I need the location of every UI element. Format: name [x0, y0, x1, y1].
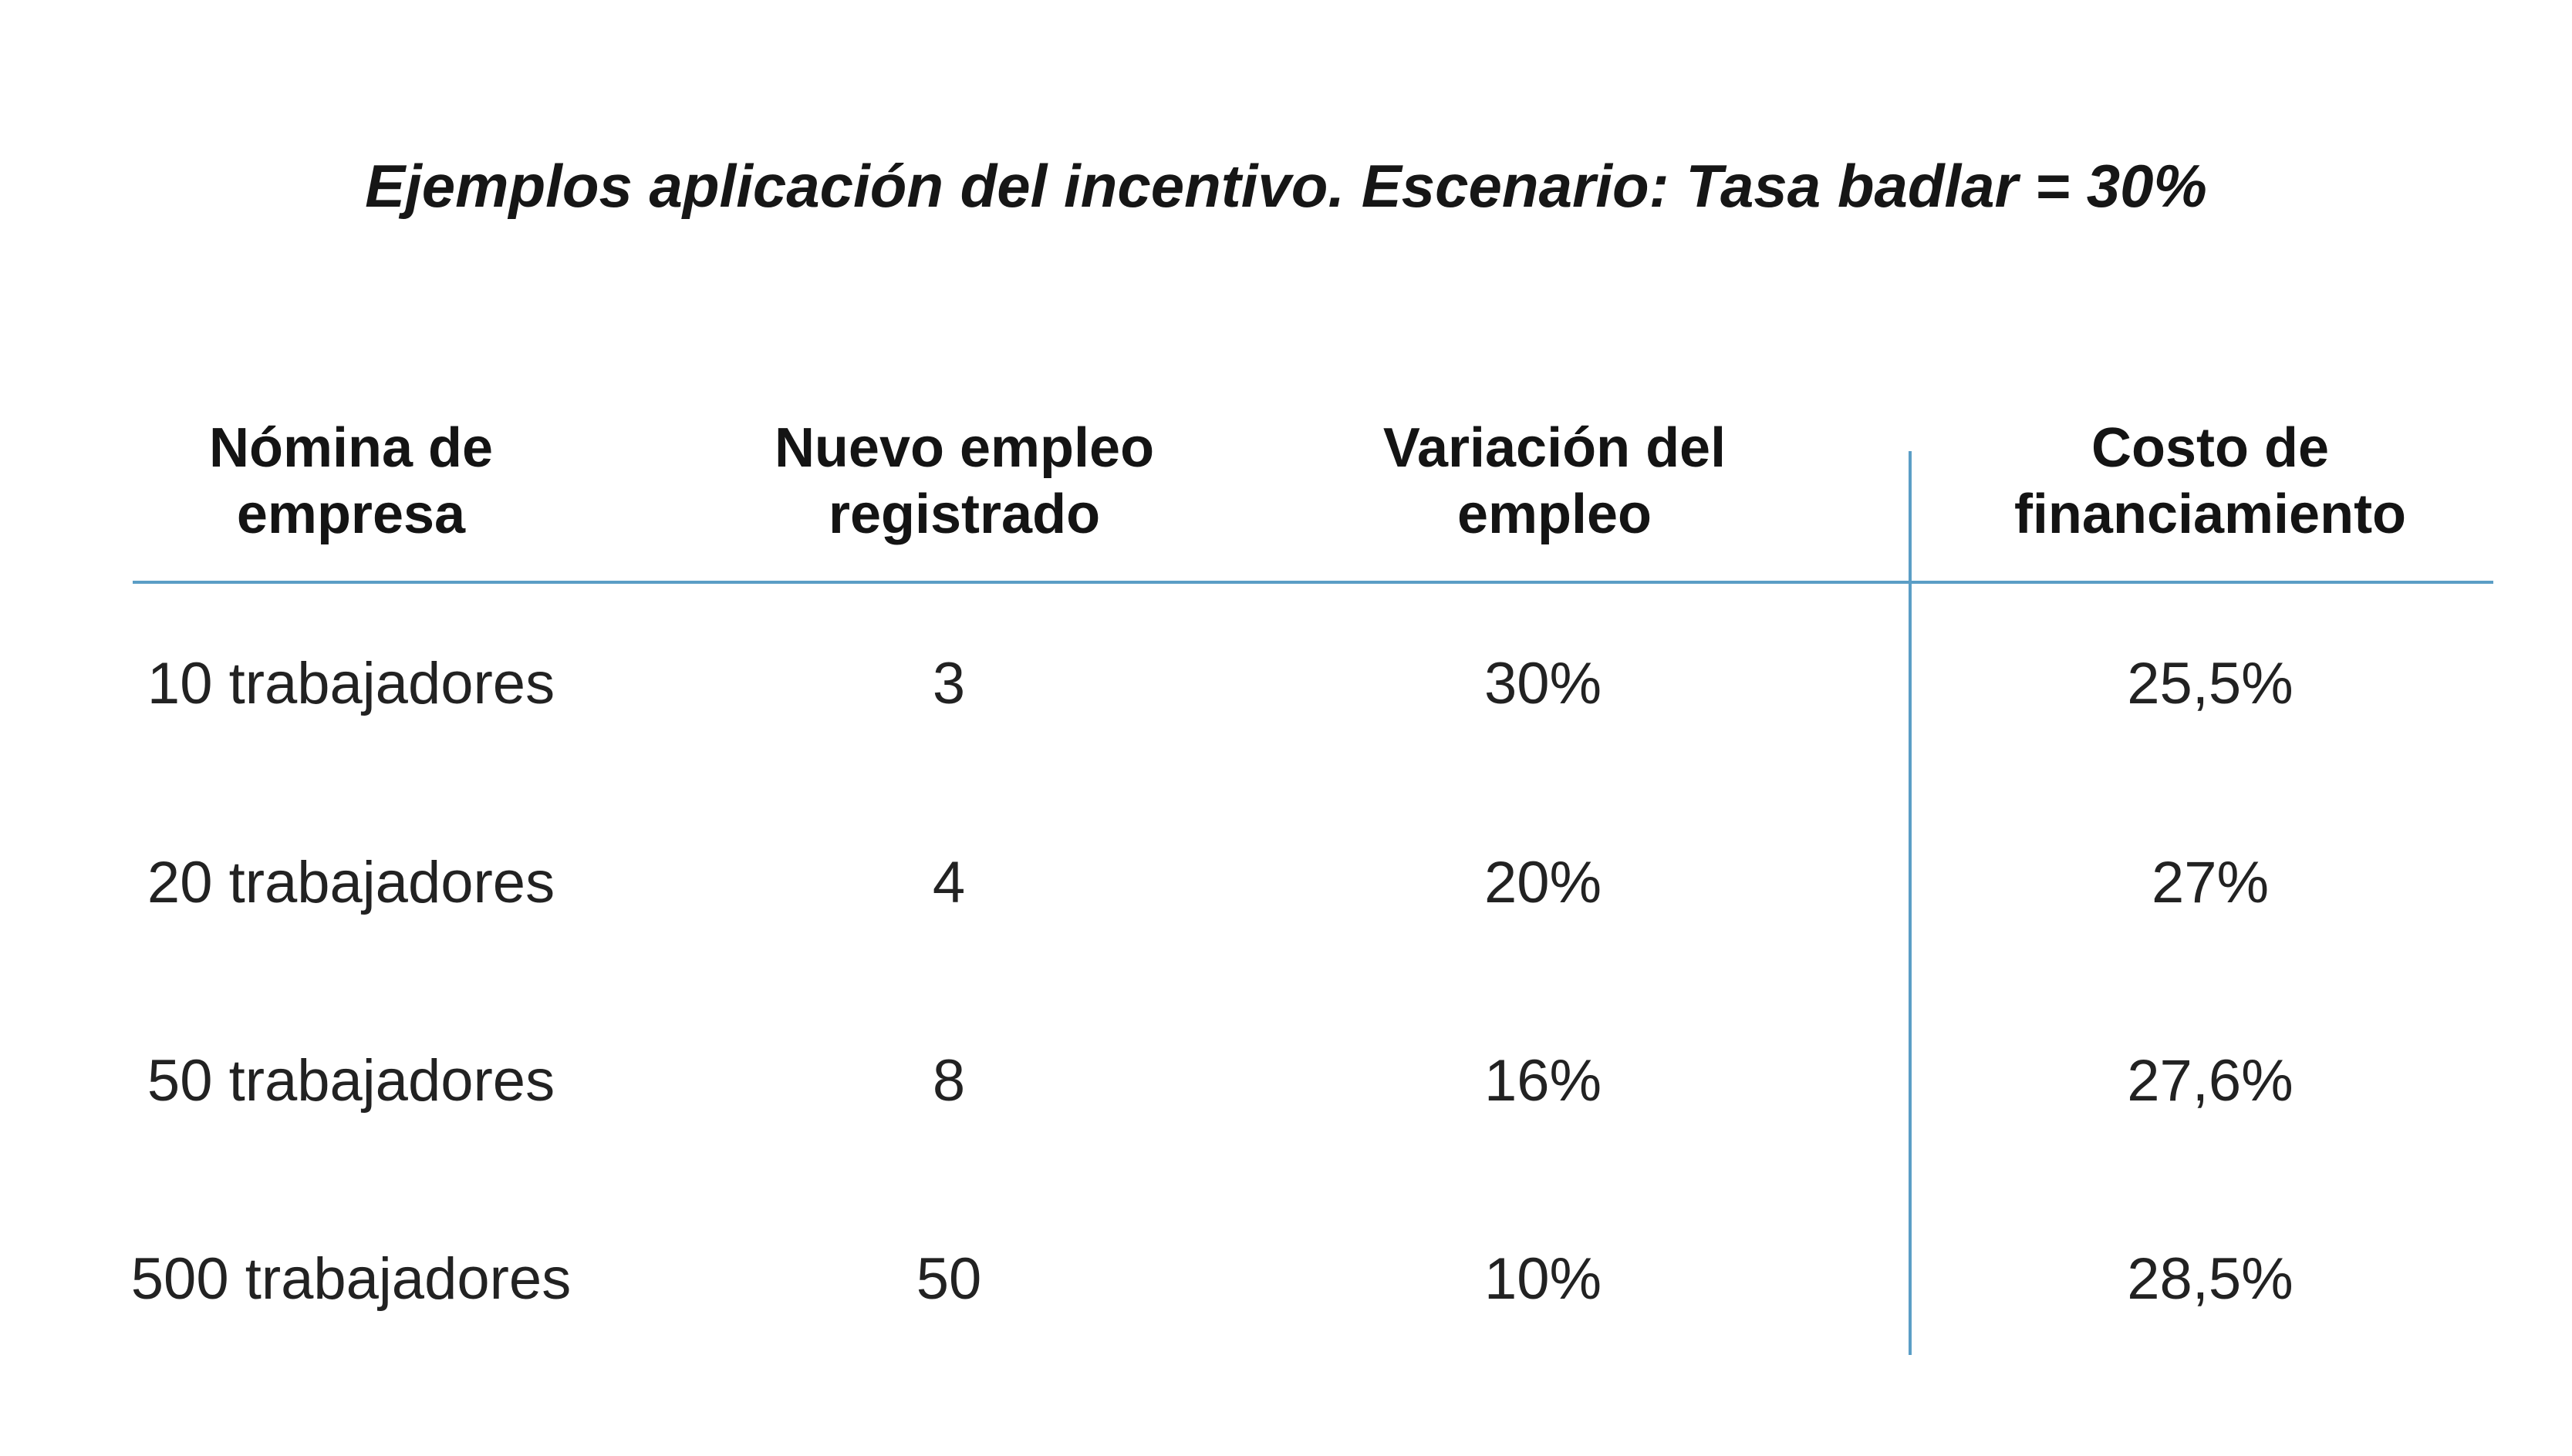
- cell-nomina: 10 trabajadores: [147, 651, 555, 716]
- cell-nuevo-empleo: 50: [916, 1246, 982, 1312]
- cell-variacion: 30%: [1483, 651, 1602, 716]
- header-divider: [133, 581, 2493, 584]
- header-nuevo-empleo: Nuevo empleo registrado: [774, 417, 1155, 545]
- slide-title: Ejemplos aplicación del incentivo. Escen…: [365, 152, 2207, 220]
- column-divider: [1909, 451, 1912, 1355]
- cell-nuevo-empleo: 3: [932, 651, 966, 716]
- cell-costo: 27%: [2151, 850, 2270, 915]
- cell-nuevo-empleo: 8: [932, 1048, 966, 1114]
- header-nomina: Nómina de empresa: [208, 417, 494, 545]
- cell-nomina: 20 trabajadores: [147, 850, 555, 915]
- cell-costo: 25,5%: [2127, 651, 2294, 716]
- cell-nomina: 500 trabajadores: [130, 1246, 572, 1312]
- cell-variacion: 10%: [1483, 1246, 1602, 1312]
- cell-nuevo-empleo: 4: [932, 850, 966, 915]
- cell-nomina: 50 trabajadores: [147, 1048, 555, 1114]
- cell-costo: 28,5%: [2127, 1246, 2294, 1312]
- cell-variacion: 16%: [1483, 1048, 1602, 1114]
- cell-costo: 27,6%: [2127, 1048, 2294, 1114]
- cell-variacion: 20%: [1483, 850, 1602, 915]
- header-costo: Costo de financiamiento: [2013, 417, 2407, 545]
- header-variacion: Variación del empleo: [1382, 417, 1726, 545]
